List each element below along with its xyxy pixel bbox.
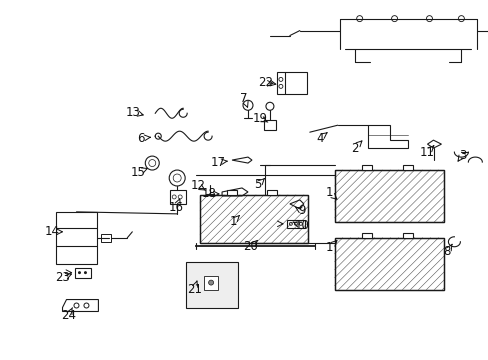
Text: 3: 3 [458,149,465,162]
Text: 1: 1 [229,215,236,228]
Text: 12: 12 [190,180,205,193]
Text: 21: 21 [186,283,201,296]
Polygon shape [266,190,276,195]
Text: 22: 22 [258,76,273,89]
Circle shape [78,271,81,274]
Circle shape [208,280,213,285]
Text: 1: 1 [325,186,333,199]
Text: 7: 7 [240,92,247,105]
Text: 2: 2 [350,141,358,155]
Polygon shape [362,165,371,170]
Text: 9: 9 [298,204,305,217]
Polygon shape [226,190,237,195]
Text: 19: 19 [252,112,267,125]
Polygon shape [334,238,444,289]
Text: 4: 4 [315,132,323,145]
Polygon shape [402,233,412,238]
Text: 14: 14 [45,225,60,238]
Text: 8: 8 [443,245,450,258]
Text: 11: 11 [419,145,434,159]
Text: 15: 15 [131,166,145,179]
Text: 6: 6 [137,132,145,145]
Text: 18: 18 [201,188,216,201]
Text: 20: 20 [243,240,258,253]
Polygon shape [402,165,412,170]
Text: 17: 17 [210,156,225,168]
Circle shape [84,271,87,274]
Polygon shape [362,233,371,238]
Polygon shape [200,195,307,243]
Text: 10: 10 [294,219,308,232]
Text: 13: 13 [125,106,141,119]
Text: 23: 23 [55,271,70,284]
Polygon shape [334,170,444,222]
Polygon shape [203,276,218,289]
Text: 24: 24 [61,309,76,322]
Polygon shape [186,262,238,307]
Text: 1: 1 [325,241,333,254]
Text: 5: 5 [254,179,261,192]
Text: 16: 16 [168,201,183,215]
